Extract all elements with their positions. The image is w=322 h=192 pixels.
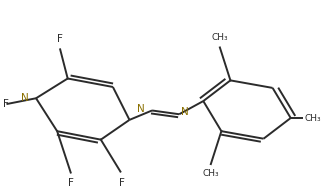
Text: F: F (119, 178, 125, 188)
Text: CH₃: CH₃ (212, 33, 228, 42)
Text: CH₃: CH₃ (304, 113, 321, 122)
Text: CH₃: CH₃ (203, 169, 219, 178)
Text: F: F (57, 34, 63, 44)
Text: F: F (68, 178, 74, 188)
Text: N: N (137, 104, 145, 114)
Text: F: F (3, 99, 9, 109)
Text: N: N (21, 93, 29, 103)
Text: N: N (181, 107, 188, 117)
